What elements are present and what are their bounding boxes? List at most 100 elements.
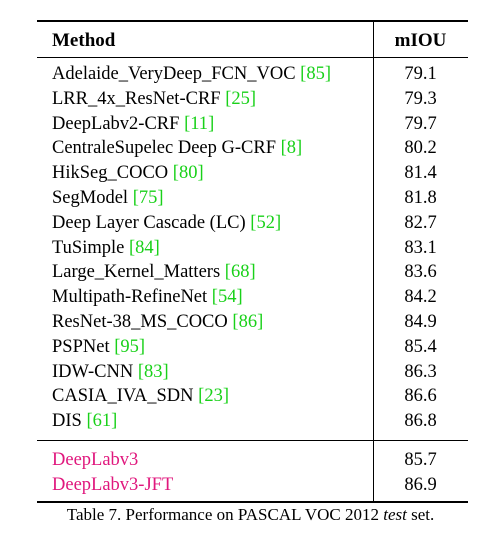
miou-value: 83.6 <box>404 262 437 283</box>
table-row: Adelaide_VeryDeep_FCN_VOC [85] 79.1 <box>0 62 501 87</box>
miou-value: 81.4 <box>404 163 437 184</box>
miou-value: 85.4 <box>404 336 437 357</box>
miou-value: 86.6 <box>404 386 437 407</box>
citation-link[interactable]: [95] <box>114 336 146 357</box>
citation-number: 95 <box>120 336 139 357</box>
miou-value: 85.7 <box>404 450 437 470</box>
citation-link[interactable]: [25] <box>225 88 257 109</box>
table-header: Method mIOU <box>0 27 501 55</box>
table-header-rule <box>37 57 468 58</box>
table-row: Large_Kernel_Matters [68] 83.6 <box>0 260 501 285</box>
citation-link[interactable]: [8] <box>280 138 303 159</box>
citation-number: 83 <box>143 361 163 382</box>
miou-value: 83.1 <box>404 237 437 258</box>
citation-link[interactable]: [52] <box>250 212 282 233</box>
table-row: DeepLabv2-CRF [11] 79.7 <box>0 112 501 137</box>
citation-number: 84 <box>135 237 154 258</box>
caption-prefix: Table 7. Performance on PASCAL VOC 2012 <box>66 505 384 524</box>
table-row: HikSeg_COCO [80] 81.4 <box>0 161 501 186</box>
miou-value: 86.8 <box>404 411 437 432</box>
header-miou: mIOU <box>394 30 447 51</box>
method-cell: HikSeg_COCO [80] <box>52 161 204 186</box>
method-name: Large_Kernel_Matters <box>52 262 221 283</box>
table-bottom-rule <box>37 501 468 503</box>
citation-link[interactable]: [75] <box>132 187 164 208</box>
caption-suffix: set. <box>406 505 435 524</box>
citation-number: 54 <box>217 287 237 308</box>
method-name: IDW-CNN <box>52 361 134 382</box>
method-cell: TuSimple [84] <box>52 236 160 261</box>
table-row: PSPNet [95] 85.4 <box>0 335 501 360</box>
miou-value: 82.7 <box>404 212 437 233</box>
method-cell: ResNet-38_MS_COCO [86] <box>52 310 263 335</box>
caption-italic: test <box>383 505 407 524</box>
miou-value: 80.2 <box>404 138 437 159</box>
method-name: SegModel <box>52 187 129 208</box>
table-row-ours: DeepLabv3 85.7 <box>0 448 501 473</box>
table-mid-rule <box>37 440 468 441</box>
table-row: Deep Layer Cascade (LC) [52] 82.7 <box>0 211 501 236</box>
method-name: Multipath-RefineNet <box>52 287 208 308</box>
method-name: DIS <box>52 411 82 432</box>
method-name: TuSimple <box>52 237 125 258</box>
method-cell: PSPNet [95] <box>52 335 145 360</box>
citation-link[interactable]: [85] <box>300 64 332 84</box>
method-cell: Large_Kernel_Matters [68] <box>52 260 256 285</box>
method-cell: CASIA_IVA_SDN [23] <box>52 384 229 409</box>
citation-link[interactable]: [86] <box>232 311 264 332</box>
table-body: Adelaide_VeryDeep_FCN_VOC [85] 79.1 LRR_4x… <box>0 62 501 434</box>
miou-value: 86.3 <box>404 361 437 382</box>
citation-number: 85 <box>306 64 325 84</box>
method-name: CASIA_IVA_SDN <box>52 386 194 407</box>
table-row-ours: DeepLabv3-JFT 86.9 <box>0 473 501 498</box>
citation-number: 61 <box>92 411 112 432</box>
citation-number: 11 <box>190 113 209 134</box>
table-row: LRR_4x_ResNet-CRF [25] 79.3 <box>0 87 501 112</box>
table-row: CASIA_IVA_SDN [23] 86.6 <box>0 384 501 409</box>
method-cell: Multipath-RefineNet [54] <box>52 285 243 310</box>
citation-link[interactable]: [23] <box>198 386 229 407</box>
citation-link[interactable]: [11] <box>184 113 215 134</box>
method-cell: Adelaide_VeryDeep_FCN_VOC [85] <box>52 62 331 87</box>
citation-number: 86 <box>238 311 258 332</box>
citation-link[interactable]: [83] <box>137 361 169 382</box>
table-row: IDW-CNN [83] 86.3 <box>0 360 501 385</box>
table-row: DIS [61] 86.8 <box>0 409 501 434</box>
miou-value: 84.9 <box>404 311 437 332</box>
citation-link[interactable]: [68] <box>224 262 256 283</box>
method-name: ResNet-38_MS_COCO <box>52 311 228 332</box>
miou-value: 86.9 <box>404 474 437 495</box>
citation-number: 23 <box>204 386 223 407</box>
citation-number: 8 <box>286 138 297 159</box>
miou-value: 81.8 <box>404 187 437 208</box>
table-row: ResNet-38_MS_COCO [86] 84.9 <box>0 310 501 335</box>
method-cell: LRR_4x_ResNet-CRF [25] <box>52 87 256 112</box>
method-name: Adelaide_VeryDeep_FCN_VOC <box>52 64 296 84</box>
method-cell: Deep Layer Cascade (LC) [52] <box>52 211 281 236</box>
method-cell: DeepLabv2-CRF [11] <box>52 112 214 137</box>
citation-number: 75 <box>138 187 158 208</box>
method-cell: SegModel [75] <box>52 186 164 211</box>
method-name-ours: DeepLabv3-JFT <box>52 474 174 495</box>
table-row: Multipath-RefineNet [54] 84.2 <box>0 285 501 310</box>
citation-link[interactable]: [84] <box>128 237 160 258</box>
method-name: CentraleSupelec Deep G-CRF <box>52 138 276 159</box>
citation-number: 25 <box>231 88 250 109</box>
citation-number: 80 <box>178 163 198 184</box>
method-name-ours: DeepLabv3 <box>52 450 139 470</box>
citation-link[interactable]: [80] <box>172 163 204 184</box>
miou-value: 79.7 <box>404 113 437 134</box>
miou-value: 79.3 <box>404 88 437 109</box>
table-row: SegModel [75] 81.8 <box>0 186 501 211</box>
citation-number: 68 <box>230 262 250 283</box>
header-method: Method <box>52 30 116 51</box>
method-name: Deep Layer Cascade (LC) <box>52 212 246 233</box>
citation-link[interactable]: [61] <box>86 411 118 432</box>
miou-value: 79.1 <box>404 64 437 84</box>
method-cell: IDW-CNN [83] <box>52 360 169 385</box>
method-name: DeepLabv2-CRF <box>52 113 180 134</box>
citation-link[interactable]: [54] <box>211 287 243 308</box>
method-cell: DIS [61] <box>52 409 117 434</box>
table-row: CentraleSupelec Deep G-CRF [8] 80.2 <box>0 136 501 161</box>
